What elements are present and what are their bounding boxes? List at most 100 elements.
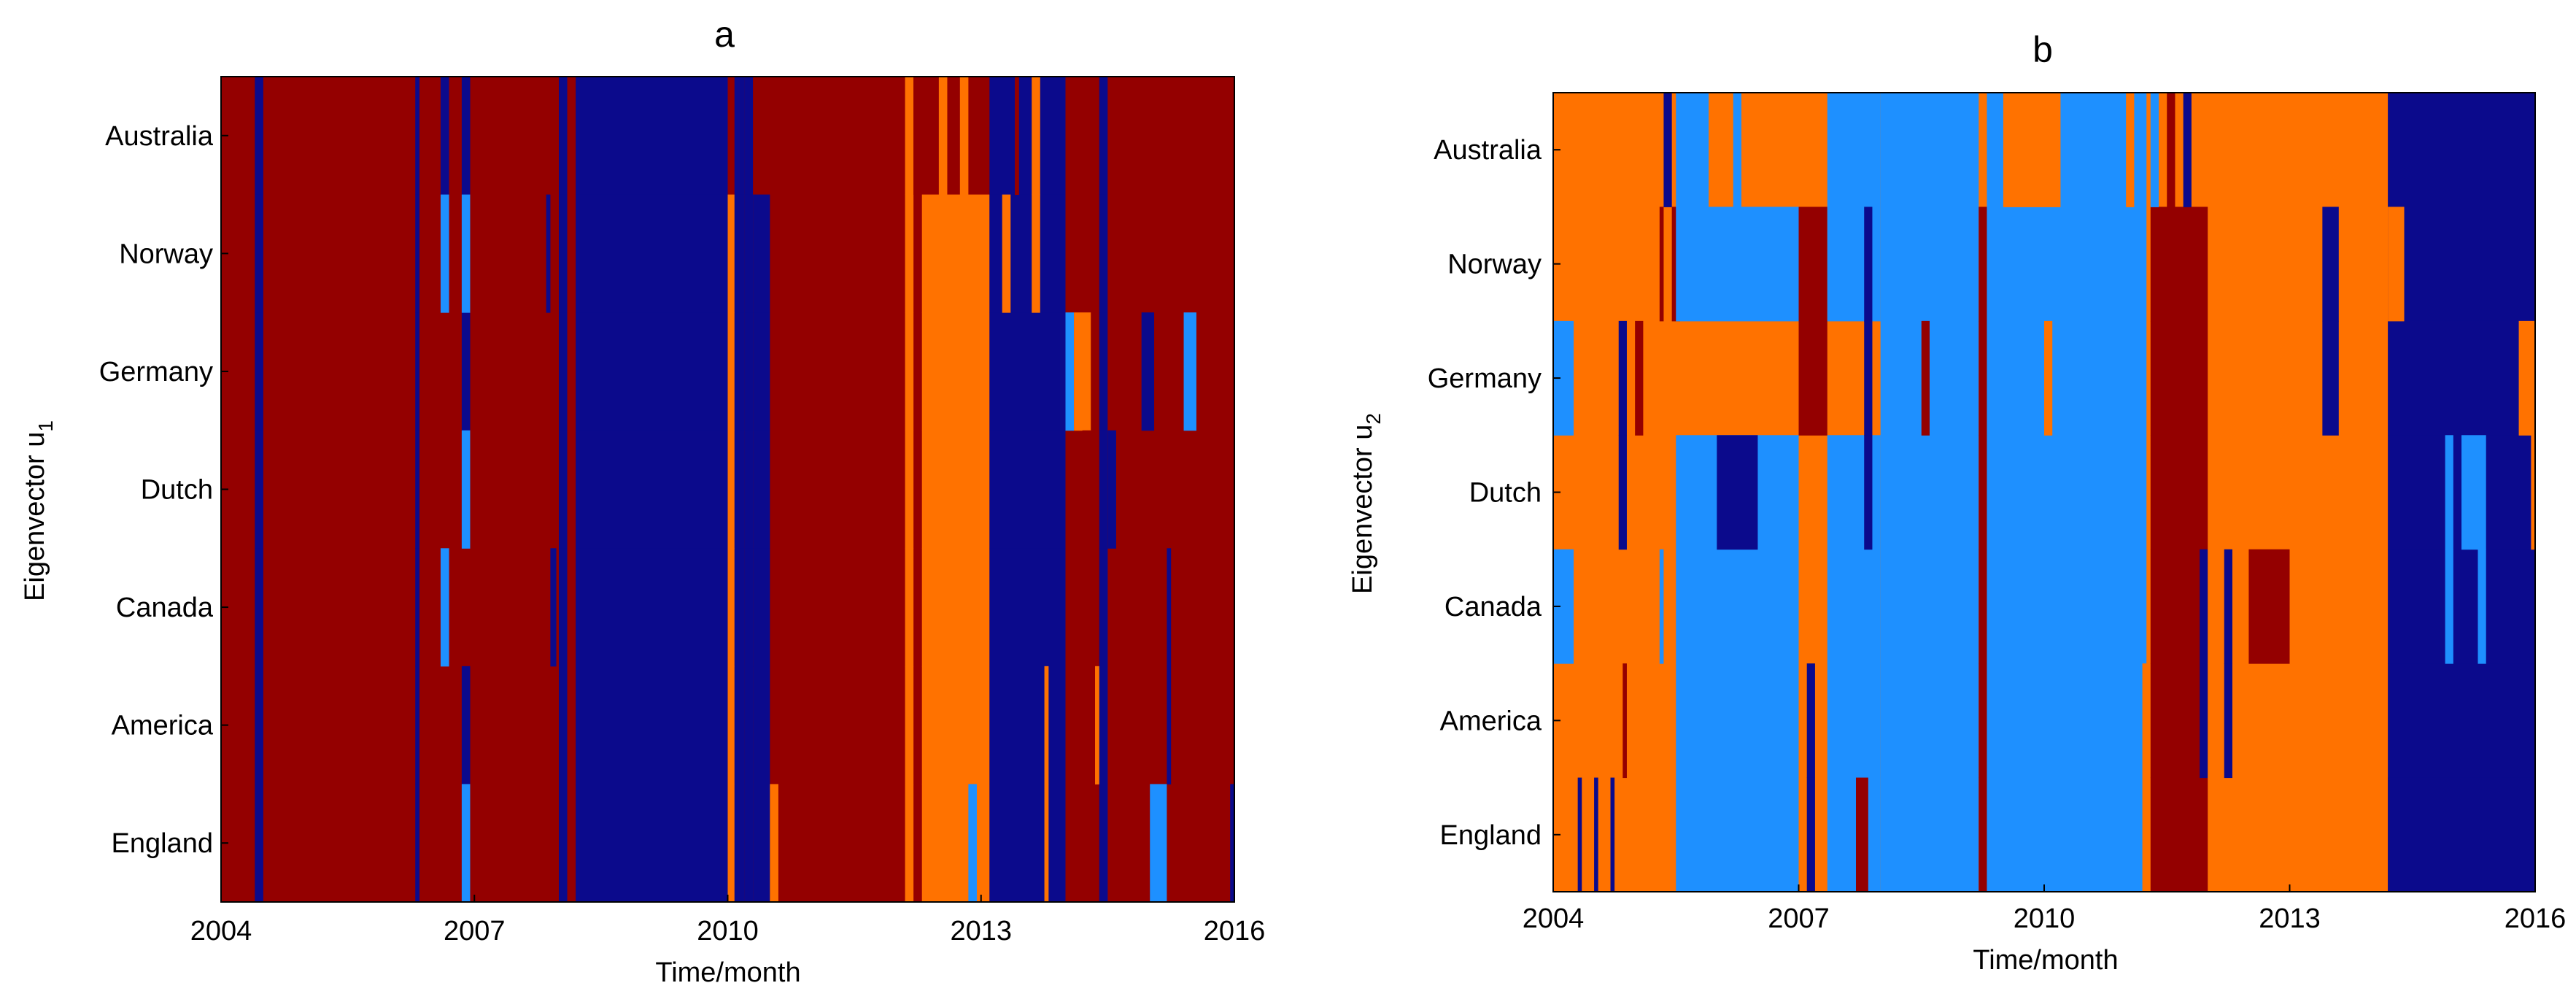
heatmap-cell bbox=[576, 548, 745, 667]
heatmap-cell bbox=[2388, 663, 2535, 779]
heatmap-cell bbox=[837, 77, 846, 196]
heatmap-cell bbox=[1987, 207, 2147, 322]
heatmap-cell bbox=[1979, 207, 1987, 322]
heatmap-cell bbox=[1141, 312, 1155, 431]
y-tick-label: Dutch bbox=[141, 475, 213, 506]
heatmap-cell bbox=[753, 784, 770, 903]
heatmap-cell bbox=[989, 77, 1066, 196]
heatmap-cell bbox=[1659, 207, 1664, 322]
heatmap-cell bbox=[559, 666, 568, 784]
heatmap-cell bbox=[559, 548, 568, 667]
heatmap-cell bbox=[921, 194, 990, 313]
heatmap-cell bbox=[2183, 93, 2192, 207]
heatmap-cell bbox=[778, 77, 787, 196]
heatmap-cell bbox=[1150, 784, 1167, 903]
heatmap-cell bbox=[415, 548, 420, 667]
heatmap-panel-b: b Australia Norway Germany Dutch Canada Ameri… bbox=[1347, 29, 2566, 976]
heatmap-cell bbox=[1107, 194, 1234, 313]
heatmap-cell bbox=[1594, 777, 1598, 892]
heatmap-cell bbox=[2150, 777, 2208, 892]
heatmap-cell bbox=[1115, 784, 1150, 903]
heatmap-cell bbox=[1880, 777, 1979, 892]
heatmap-cell bbox=[576, 784, 745, 903]
heatmap-cell bbox=[1635, 320, 1644, 436]
heatmap-cell bbox=[791, 312, 800, 431]
chart-title-b: b bbox=[2032, 29, 2053, 70]
heatmap-cell bbox=[1880, 93, 1979, 207]
x-tick-label: 2004 bbox=[1523, 903, 1585, 934]
heatmap-cell bbox=[559, 312, 568, 431]
heatmap-cell bbox=[255, 194, 263, 313]
x-tick-label: 2010 bbox=[2014, 903, 2076, 934]
heatmap-cell bbox=[1074, 312, 1091, 431]
heatmap-cell bbox=[2388, 777, 2535, 892]
y-axis-label-b: Eigenvector u2 bbox=[1347, 413, 1385, 594]
heatmap-cell bbox=[255, 77, 263, 196]
heatmap-cell bbox=[1827, 663, 1881, 779]
heatmap-cell bbox=[2208, 777, 2389, 892]
heatmap-cell bbox=[2518, 320, 2535, 436]
heatmap-cell bbox=[938, 77, 948, 196]
heatmap-cell bbox=[1864, 435, 1873, 550]
heatmap-cell bbox=[2208, 207, 2389, 322]
heatmap-cell bbox=[2248, 549, 2290, 664]
heatmap-cell bbox=[727, 784, 735, 903]
heatmap-cell bbox=[567, 194, 576, 313]
heatmap-cell bbox=[567, 548, 576, 667]
heatmap-cell bbox=[2200, 549, 2208, 664]
heatmap-cell bbox=[2150, 93, 2159, 207]
heatmap-cell bbox=[744, 77, 754, 196]
heatmap-cell bbox=[1987, 549, 2147, 664]
heatmap-cell bbox=[905, 430, 914, 549]
heatmap-cell bbox=[2322, 320, 2339, 436]
heatmap-cell bbox=[1065, 312, 1075, 431]
heatmap-cell bbox=[1099, 666, 1108, 784]
chart-title-a: a bbox=[714, 14, 735, 55]
heatmap-cell bbox=[559, 77, 568, 196]
heatmap-cell bbox=[1880, 549, 1979, 664]
heatmap-cell bbox=[968, 784, 977, 903]
heatmap-cell bbox=[744, 430, 754, 549]
heatmap-cell bbox=[2126, 93, 2135, 207]
heatmap-cell bbox=[1979, 777, 1987, 892]
heatmap-cell bbox=[1099, 784, 1108, 903]
heatmap-cell bbox=[862, 77, 872, 196]
heatmap-cell bbox=[2388, 320, 2535, 436]
x-tick-label: 2004 bbox=[190, 916, 252, 946]
heatmap-cell bbox=[1167, 666, 1172, 784]
heatmap-cell bbox=[1663, 93, 1672, 207]
heatmap-cell bbox=[803, 784, 813, 903]
heatmap-cell bbox=[921, 430, 990, 549]
heatmap-cell bbox=[905, 666, 914, 784]
heatmap-cell bbox=[1082, 784, 1091, 903]
heatmap-cell bbox=[559, 784, 568, 903]
heatmap-cell bbox=[440, 194, 449, 313]
heatmap-cell bbox=[1921, 320, 1930, 436]
heatmap-cell bbox=[846, 666, 855, 784]
heatmap-cell bbox=[846, 194, 855, 313]
heatmap-panel-a: a Australia Norway Germany Dutch Canada Ameri… bbox=[20, 14, 1265, 988]
heatmap-cell bbox=[1577, 777, 1582, 892]
heatmap-cell bbox=[1099, 548, 1108, 667]
heatmap-cell bbox=[753, 548, 770, 667]
heatmap-cell bbox=[1082, 548, 1091, 667]
heatmap-cell bbox=[2224, 663, 2232, 779]
x-tick-label: 2013 bbox=[950, 916, 1012, 946]
heatmap-cell bbox=[727, 77, 735, 196]
heatmap-cell bbox=[812, 194, 817, 313]
heatmap-cell bbox=[2208, 663, 2216, 779]
y-tick-label: Norway bbox=[1447, 250, 1542, 280]
heatmap-cell bbox=[1115, 666, 1234, 784]
heatmap-cell bbox=[2445, 435, 2453, 550]
heatmap-cell bbox=[1107, 430, 1116, 549]
heatmap-cell bbox=[1082, 430, 1091, 549]
heatmap-cell bbox=[905, 784, 914, 903]
heatmap-cell bbox=[1095, 666, 1104, 784]
heatmap-cell bbox=[913, 77, 922, 196]
heatmap-cell bbox=[905, 548, 914, 667]
heatmap-cell bbox=[1798, 320, 1827, 436]
y-axis-label-sub-b: 2 bbox=[1362, 413, 1385, 425]
heatmap-cell bbox=[888, 430, 897, 549]
heatmap-cell bbox=[2150, 207, 2208, 322]
heatmap-cell bbox=[1806, 777, 1815, 892]
